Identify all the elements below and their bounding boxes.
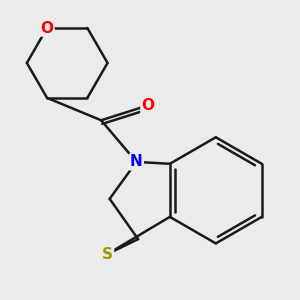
Text: O: O — [40, 20, 53, 35]
Text: N: N — [130, 154, 143, 169]
Text: S: S — [102, 247, 113, 262]
Text: O: O — [141, 98, 154, 113]
